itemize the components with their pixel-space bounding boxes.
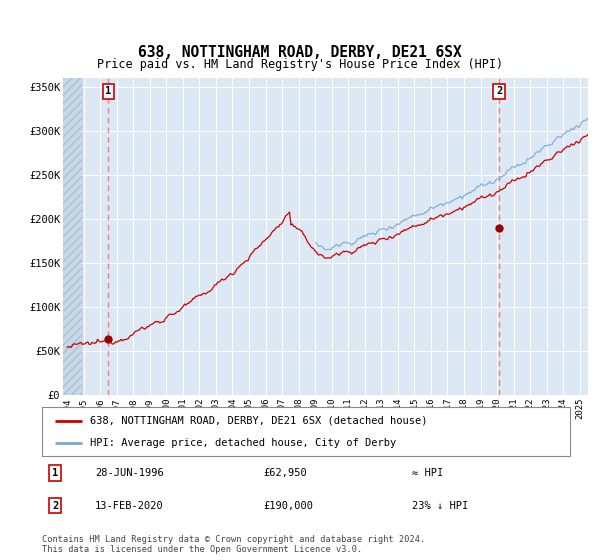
Bar: [63, 78, 82, 395]
Text: 13-FEB-2020: 13-FEB-2020: [95, 501, 164, 511]
Text: Price paid vs. HM Land Registry's House Price Index (HPI): Price paid vs. HM Land Registry's House …: [97, 58, 503, 71]
Text: 23% ↓ HPI: 23% ↓ HPI: [412, 501, 468, 511]
Text: 1: 1: [105, 86, 112, 96]
Text: 2: 2: [496, 86, 502, 96]
Text: Contains HM Land Registry data © Crown copyright and database right 2024.
This d: Contains HM Land Registry data © Crown c…: [42, 535, 425, 554]
Text: 638, NOTTINGHAM ROAD, DERBY, DE21 6SX: 638, NOTTINGHAM ROAD, DERBY, DE21 6SX: [138, 45, 462, 60]
Text: HPI: Average price, detached house, City of Derby: HPI: Average price, detached house, City…: [89, 437, 396, 447]
Text: £190,000: £190,000: [264, 501, 314, 511]
Text: ≈ HPI: ≈ HPI: [412, 468, 443, 478]
Text: 2: 2: [52, 501, 58, 511]
Text: 28-JUN-1996: 28-JUN-1996: [95, 468, 164, 478]
Text: £62,950: £62,950: [264, 468, 308, 478]
Text: 638, NOTTINGHAM ROAD, DERBY, DE21 6SX (detached house): 638, NOTTINGHAM ROAD, DERBY, DE21 6SX (d…: [89, 416, 427, 426]
FancyBboxPatch shape: [42, 407, 570, 456]
Text: 1: 1: [52, 468, 58, 478]
